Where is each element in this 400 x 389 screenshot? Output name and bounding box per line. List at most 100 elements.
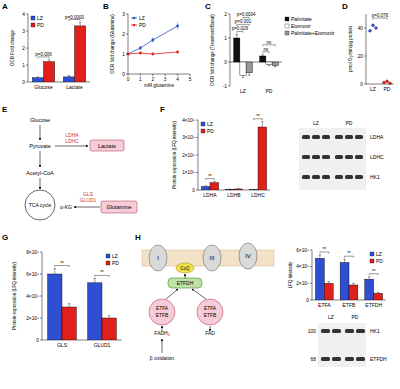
node-label: TCA cycle <box>29 202 52 208</box>
y-tick <box>310 300 312 301</box>
error-line <box>140 52 141 54</box>
error-line <box>205 185 206 187</box>
y-tick <box>196 155 198 156</box>
category-label: LDHB <box>227 192 241 198</box>
y-tick-label: 2 <box>22 46 25 51</box>
annotation: ** <box>323 247 327 252</box>
error-cap <box>204 185 206 186</box>
error-cap <box>328 281 330 282</box>
error-line <box>37 76 38 78</box>
error-cap <box>213 181 215 182</box>
band <box>355 135 363 139</box>
legend-swatch <box>133 24 136 27</box>
legend-swatch <box>370 252 374 256</box>
y-tick <box>310 283 312 284</box>
error-bar <box>48 60 50 62</box>
y-tick-label: 0 <box>306 298 309 303</box>
error-cap <box>261 121 263 122</box>
arrow <box>40 151 41 167</box>
complex <box>239 243 257 269</box>
legend-swatch <box>133 17 136 20</box>
y-tick-label: 4×10⁹ <box>182 118 195 123</box>
bracket <box>254 119 263 121</box>
etf <box>197 299 223 325</box>
category-label: Glucose <box>34 84 53 90</box>
y-tick <box>364 28 366 29</box>
arrow <box>166 289 178 299</box>
bar <box>249 189 258 190</box>
error-line <box>238 188 239 189</box>
y-tick-label: 1 <box>224 36 227 41</box>
category-label: LDHA <box>203 192 217 198</box>
band <box>332 357 341 361</box>
bar <box>234 38 240 62</box>
bracket <box>243 17 249 19</box>
arrow <box>55 146 88 147</box>
panel-label: E <box>2 105 8 114</box>
arrow <box>40 178 41 189</box>
bar <box>234 189 243 190</box>
category-label: ETFDH <box>365 302 382 308</box>
bar <box>32 78 43 82</box>
bar <box>225 189 234 190</box>
arrow <box>210 326 211 331</box>
legend-label: PD <box>112 260 119 266</box>
lane-label: PD <box>346 120 353 126</box>
y-tick-label: 40 <box>358 26 364 31</box>
error-line <box>54 269 55 275</box>
row-label: LDHA <box>370 134 384 140</box>
y-tick <box>40 318 42 319</box>
legend-label: LZ <box>112 253 118 259</box>
annotation: p=0.001 <box>235 19 252 24</box>
bar <box>48 274 62 340</box>
x-axis <box>128 74 190 75</box>
band <box>345 135 353 139</box>
error-line <box>262 55 263 56</box>
row-label: HK1 <box>370 174 380 180</box>
legend-swatch <box>106 261 110 265</box>
etfdh <box>168 278 202 288</box>
band <box>332 329 341 333</box>
node-label: Glutamine <box>106 204 131 210</box>
y-tick <box>26 14 28 15</box>
plot-area <box>201 122 266 190</box>
marker-label: 100 <box>308 328 317 334</box>
point <box>151 53 154 56</box>
y-tick <box>364 84 366 85</box>
y-tick-label: -1 <box>223 84 228 89</box>
error-line <box>49 60 50 62</box>
bracket <box>237 31 243 33</box>
annotation: ns <box>267 40 273 45</box>
enzyme-label: LDHC <box>65 138 79 144</box>
bar <box>258 127 267 190</box>
annotation: ** <box>372 269 376 274</box>
error-line <box>69 304 70 307</box>
y-tick-label: 0 <box>192 188 195 193</box>
category-label: GLUD1 <box>94 342 111 348</box>
y-tick <box>26 65 28 66</box>
y-tick-label: 6×10⁸ <box>296 248 309 253</box>
bracket <box>55 266 69 268</box>
error-line <box>369 277 370 280</box>
panel-label: G <box>2 233 8 242</box>
legend-label: PD <box>207 128 214 134</box>
error-line <box>80 23 81 26</box>
point <box>176 51 179 54</box>
error-bar <box>94 278 96 282</box>
bar <box>210 183 219 190</box>
bracket <box>345 256 354 258</box>
bracket <box>237 24 249 26</box>
etf-label: ETFA <box>204 306 217 311</box>
legend-label: Etomoxir <box>291 23 311 29</box>
error-cap <box>368 276 370 277</box>
legend-swatch <box>370 259 374 263</box>
error-bar <box>274 66 276 67</box>
x-tick-label: 2 <box>151 77 154 82</box>
bar <box>349 285 358 300</box>
y-tick <box>228 86 230 87</box>
legend-label: PD <box>139 22 146 28</box>
error-cap <box>237 188 239 189</box>
error-cap <box>37 76 39 77</box>
panel-label: A <box>2 2 8 11</box>
error-line <box>328 282 329 284</box>
